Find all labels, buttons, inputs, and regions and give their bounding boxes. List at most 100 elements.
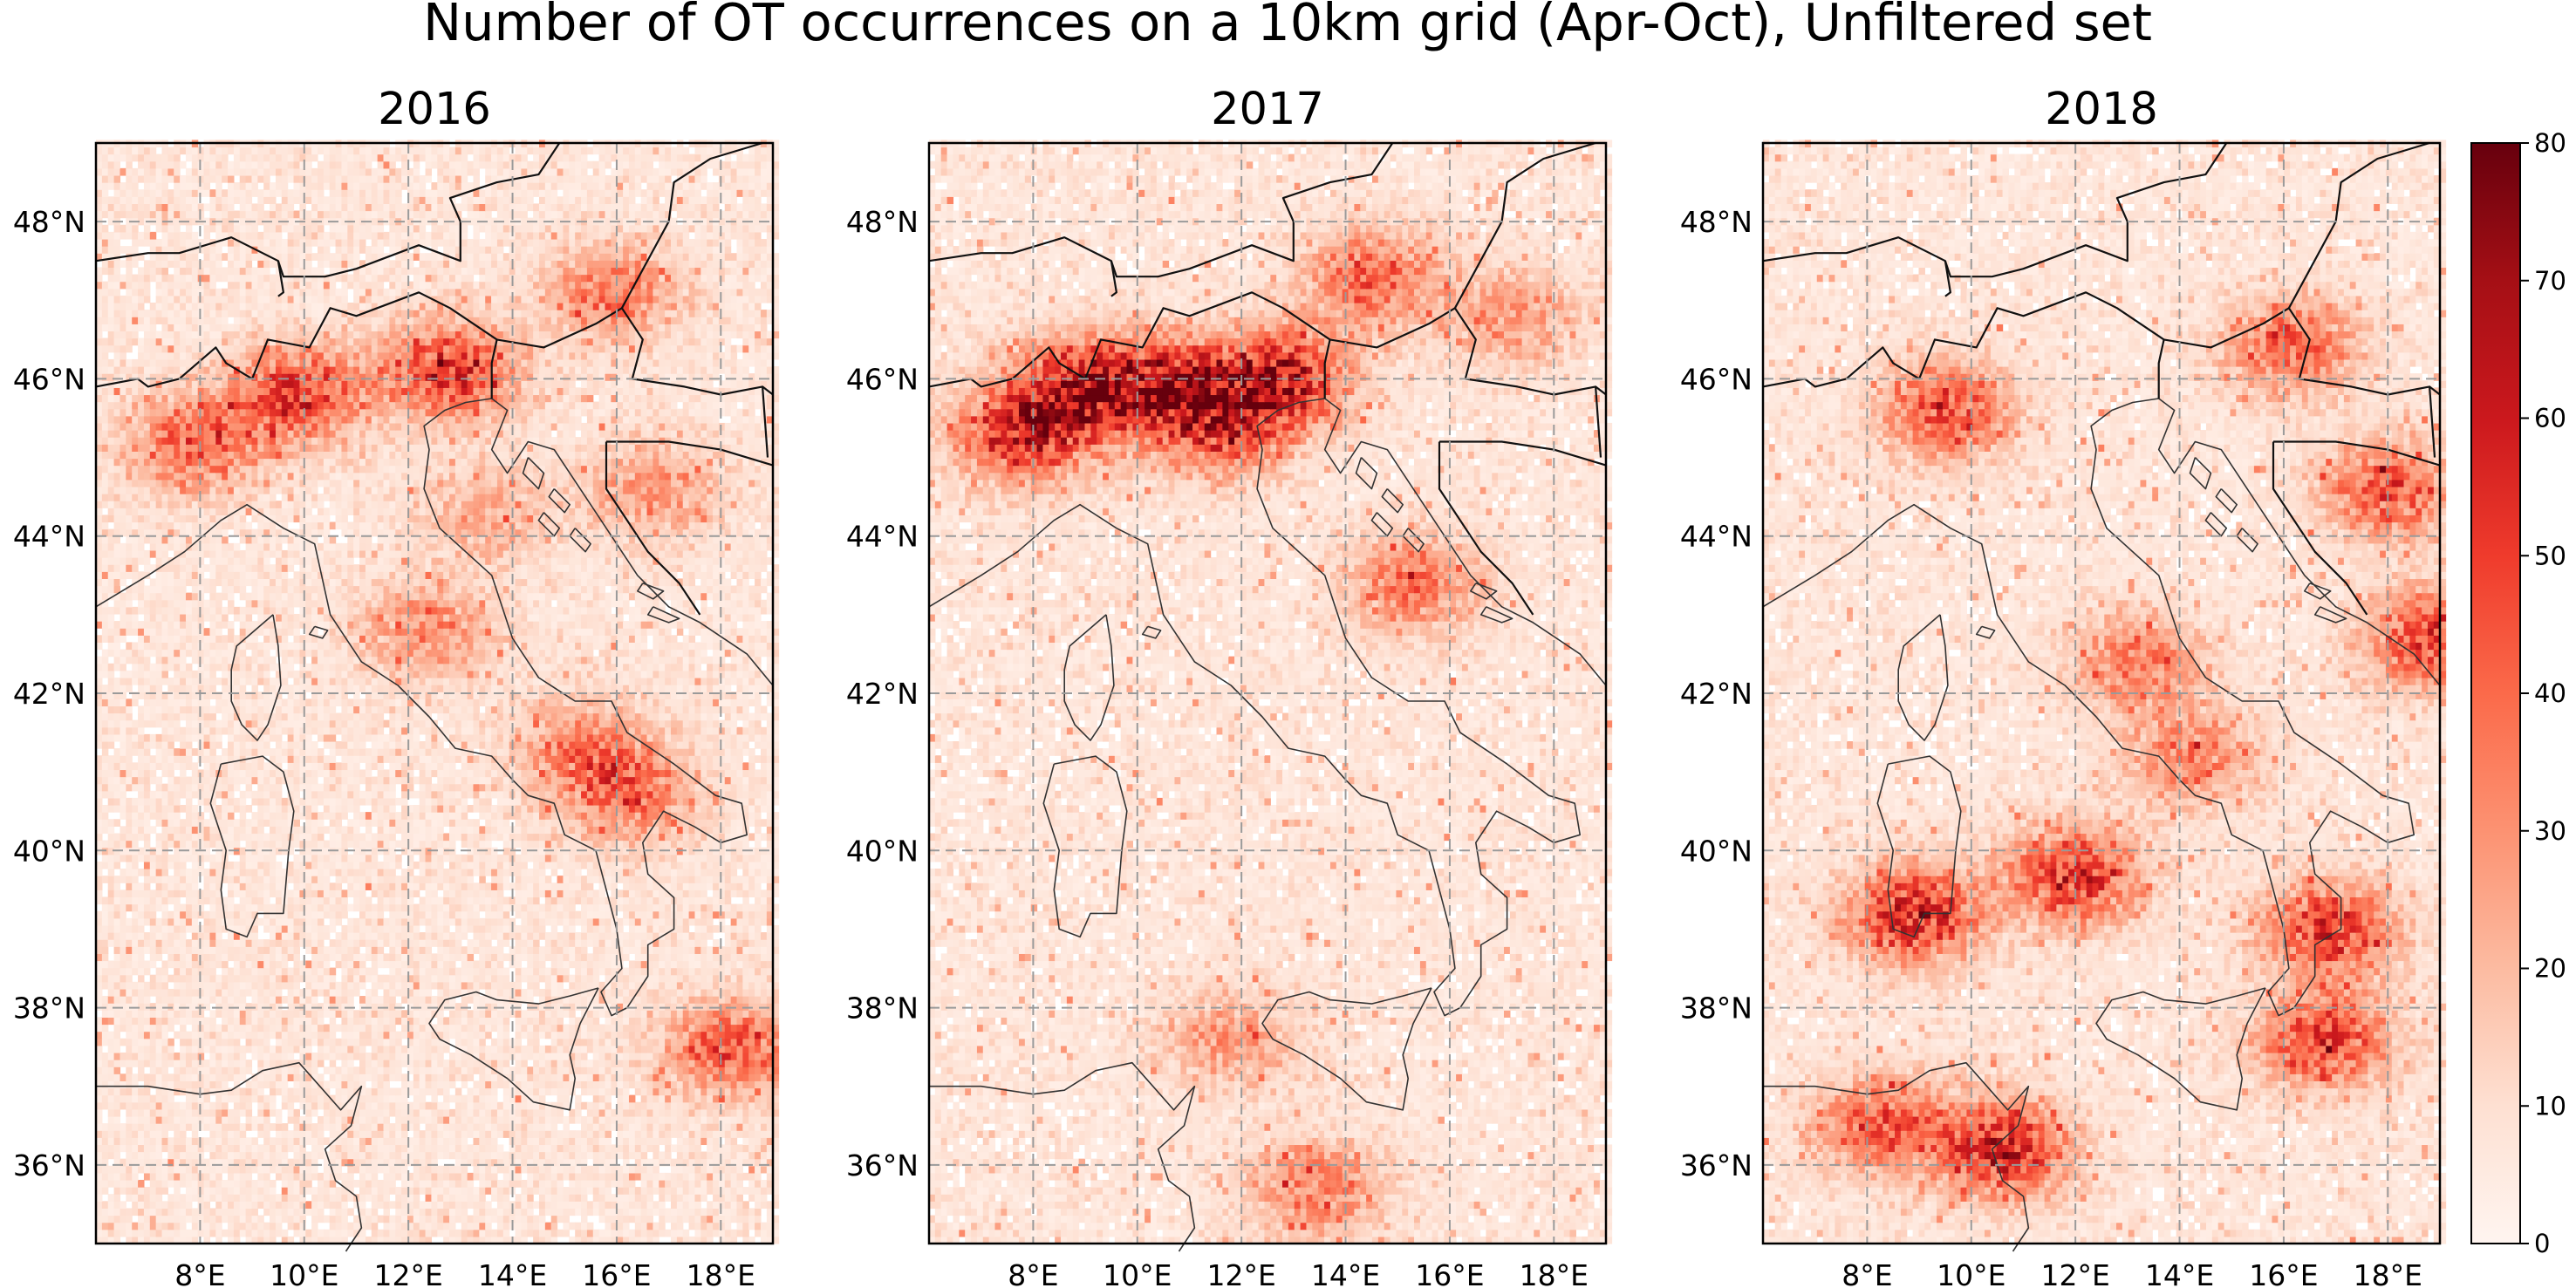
heatmap-cell	[731, 1180, 737, 1188]
heatmap-cell	[665, 1032, 671, 1039]
heatmap-cell	[341, 1080, 347, 1088]
heatmap-cell	[372, 1159, 378, 1167]
heatmap-cell	[318, 1201, 324, 1209]
heatmap-cell	[719, 1060, 725, 1067]
heatmap-cell	[431, 1187, 437, 1195]
heatmap-cell	[114, 1152, 120, 1160]
heatmap-cell	[569, 1173, 575, 1181]
heatmap-cell	[156, 1216, 162, 1223]
heatmap-cell	[725, 1180, 731, 1188]
heatmap-cell	[228, 1144, 234, 1152]
heatmap-cell	[186, 1180, 192, 1188]
heatmap-cell	[215, 1073, 222, 1081]
heatmap-cell	[395, 1152, 401, 1160]
heatmap-cell	[575, 1152, 581, 1160]
heatmap-cell	[263, 1201, 270, 1209]
heatmap-cell	[725, 1137, 731, 1145]
heatmap-cell	[347, 1137, 353, 1145]
heatmap-cell	[719, 1201, 725, 1209]
heatmap-cell	[761, 1123, 767, 1131]
heatmap-cell	[449, 1080, 455, 1088]
heatmap-cell	[479, 1046, 485, 1053]
heatmap-cell	[246, 1230, 252, 1237]
heatmap-cell	[215, 1230, 222, 1237]
heatmap-cell	[737, 1088, 743, 1096]
heatmap-cell	[413, 1173, 420, 1181]
heatmap-cell	[683, 1088, 689, 1096]
heatmap-cell	[167, 1144, 174, 1152]
heatmap-cell	[599, 1067, 605, 1074]
heatmap-cell	[150, 1032, 156, 1039]
heatmap-cell	[437, 1088, 443, 1096]
heatmap-cell	[186, 1116, 192, 1124]
heatmap-cell	[665, 1060, 671, 1067]
heatmap-cell	[372, 1130, 378, 1138]
heatmap-cell	[719, 1032, 725, 1039]
heatmap-cell	[755, 1060, 761, 1067]
heatmap-cell	[366, 1130, 372, 1138]
heatmap-cell	[240, 1067, 246, 1074]
heatmap-cell	[353, 1116, 359, 1124]
heatmap-cell	[587, 1123, 593, 1131]
heatmap-cell	[102, 1039, 108, 1046]
heatmap-cell	[641, 1123, 647, 1131]
heatmap-cell	[336, 1223, 342, 1230]
heatmap-cell	[545, 1208, 551, 1216]
heatmap-cell	[420, 1144, 426, 1152]
heatmap-cell	[120, 1130, 126, 1138]
heatmap-cell	[473, 1152, 479, 1160]
heatmap-cell	[359, 1166, 366, 1174]
heatmap-cell	[305, 1201, 311, 1209]
heatmap-cell	[282, 1173, 288, 1181]
heatmap-cell	[748, 1137, 755, 1145]
heatmap-cell	[473, 1032, 479, 1039]
heatmap-cell	[683, 1187, 689, 1195]
heatmap-cell	[713, 1032, 719, 1039]
heatmap-cell	[443, 1109, 449, 1117]
heatmap-cell	[599, 1109, 605, 1117]
heatmap-cell	[389, 1230, 395, 1237]
heatmap-cell	[497, 1116, 503, 1124]
heatmap-cell	[234, 1053, 240, 1060]
heatmap-cell	[251, 1123, 257, 1131]
heatmap-cell	[240, 1046, 246, 1053]
heatmap-cell	[126, 1080, 132, 1088]
heatmap-cell	[455, 1116, 461, 1124]
heatmap-cell	[372, 1137, 378, 1145]
heatmap-cell	[288, 1073, 294, 1081]
heatmap-cell	[257, 1025, 263, 1032]
heatmap-cell	[431, 1053, 437, 1060]
heatmap-cell	[479, 1152, 485, 1160]
heatmap-cell	[647, 1230, 653, 1237]
heatmap-cell	[311, 1102, 318, 1110]
heatmap-cell	[623, 1109, 629, 1117]
heatmap-cell	[324, 1216, 330, 1223]
heatmap-cell	[180, 1116, 186, 1124]
heatmap-cell	[132, 1137, 138, 1145]
heatmap-cell	[455, 1208, 461, 1216]
heatmap-cell	[617, 1046, 623, 1053]
heatmap-cell	[659, 1230, 665, 1237]
heatmap-cell	[689, 1173, 695, 1181]
heatmap-cell	[731, 1116, 737, 1124]
heatmap-cell	[174, 1060, 180, 1067]
heatmap-cell	[228, 1230, 234, 1237]
heatmap-cell	[635, 1137, 641, 1145]
heatmap-cell	[635, 1201, 641, 1209]
heatmap-cell	[485, 1095, 491, 1103]
heatmap-cell	[102, 1025, 108, 1032]
heatmap-cell	[330, 1039, 336, 1046]
heatmap-cell	[180, 1230, 186, 1237]
heatmap-cell	[366, 1109, 372, 1117]
heatmap-cell	[389, 1137, 395, 1145]
heatmap-cell	[599, 1230, 605, 1237]
heatmap-cell	[384, 1180, 390, 1188]
heatmap-cell	[635, 1123, 641, 1131]
heatmap-cell	[257, 1032, 263, 1039]
heatmap-cell	[694, 1046, 700, 1053]
heatmap-cell	[144, 1039, 150, 1046]
heatmap-cell	[228, 1123, 234, 1131]
heatmap-cell	[683, 1130, 689, 1138]
heatmap-cell	[198, 1046, 204, 1053]
heatmap-cell	[593, 1201, 599, 1209]
